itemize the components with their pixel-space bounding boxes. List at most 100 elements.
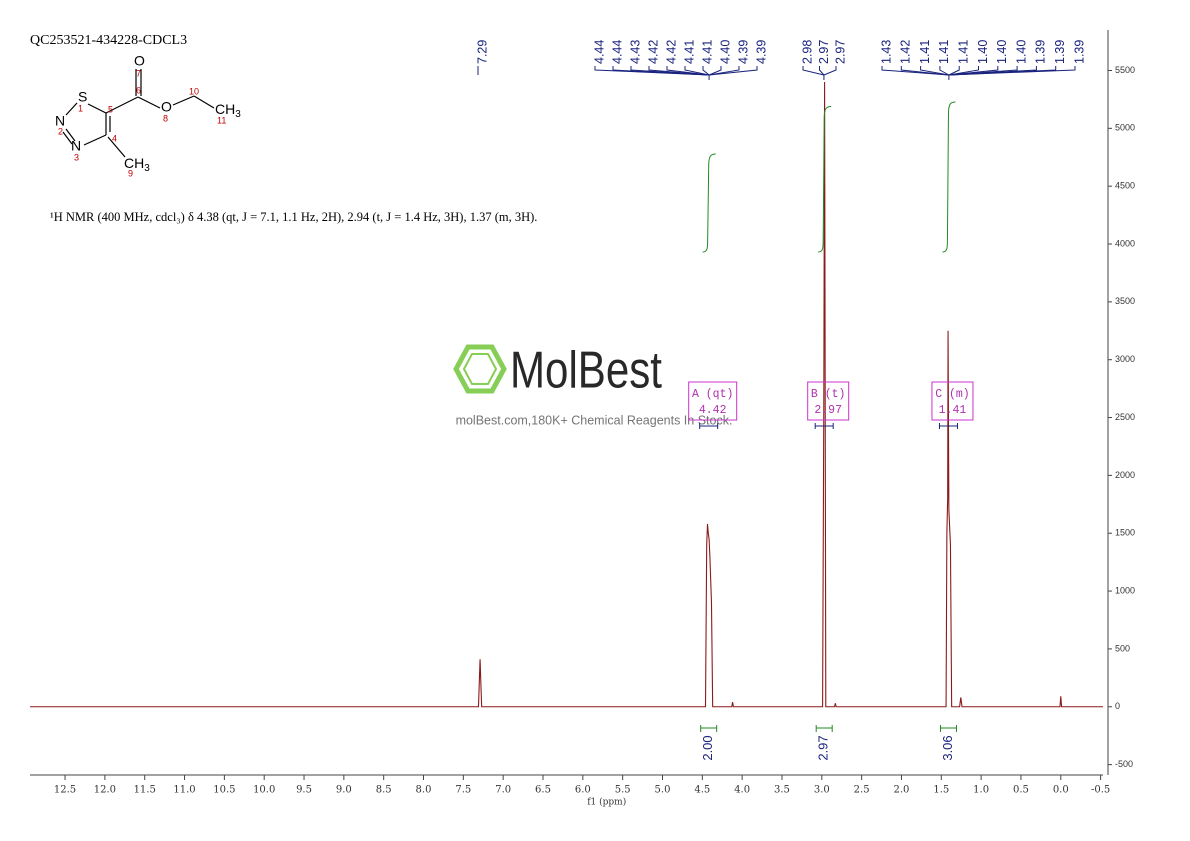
- atom-number: 3: [74, 152, 79, 162]
- x-tick-label: 9.0: [336, 785, 352, 796]
- logo: [462, 353, 498, 385]
- multiplet-box: [688, 381, 738, 421]
- y-tick-label: 2000: [1115, 470, 1135, 480]
- atom-subscript: 3: [144, 163, 150, 174]
- peak-label: 1.39: [1034, 40, 1048, 64]
- x-tick-label: 0.5: [1013, 785, 1029, 796]
- peak-label: 1.40: [995, 40, 1009, 64]
- bond: [105, 96, 139, 114]
- integral-label: 2.97: [816, 735, 831, 760]
- multiplet-range: [699, 423, 719, 429]
- x-tick-label: 10.5: [213, 785, 235, 796]
- peak-label: 1.40: [1014, 40, 1028, 64]
- y-tick-label: 500: [1115, 643, 1130, 653]
- peak-connector: [708, 66, 722, 76]
- peak-label: 1.41: [937, 40, 951, 64]
- x-tick-label: 4.0: [734, 785, 750, 796]
- integral-label: 2.00: [700, 735, 715, 760]
- y-tick-label: 4500: [1115, 181, 1135, 191]
- peak-label: 4.42: [646, 40, 660, 64]
- x-tick-label: 12.0: [94, 785, 116, 796]
- multiplet-shift: 1.41: [939, 404, 967, 417]
- atom-number: 9: [128, 168, 133, 178]
- x-tick-label: 6.0: [575, 785, 591, 796]
- y-tick-label: 4000: [1115, 238, 1135, 248]
- y-tick-label: 2500: [1115, 412, 1135, 422]
- atom-number: 5: [108, 104, 113, 114]
- atom-label: CH: [215, 101, 235, 117]
- atom: S: [78, 89, 87, 105]
- multiplet-name: C (m): [935, 388, 970, 401]
- peak-label: 4.42: [664, 40, 678, 64]
- peak-label: 1.39: [1053, 40, 1067, 64]
- peak-connector: [709, 66, 758, 76]
- bond: [107, 136, 126, 158]
- x-axis-label: f1 (ppm): [587, 797, 626, 808]
- sample-id: QC253521-434228-CDCL3: [30, 33, 187, 48]
- peak-label: 4.39: [736, 40, 750, 64]
- peak-label: 1.40: [976, 40, 990, 64]
- x-tick-label: -0.5: [1091, 785, 1110, 796]
- bond: [87, 103, 107, 114]
- peak-connector: [666, 66, 710, 76]
- peak-label: 4.39: [754, 40, 768, 64]
- atom-number: 11: [217, 115, 226, 125]
- peak-connector: [920, 66, 949, 76]
- peak-label: 4.41: [682, 40, 696, 64]
- x-tick-label: 5.0: [655, 785, 671, 796]
- nmr-description: ¹H NMR (400 MHz, cdcl₃) δ 4.38 (qt, J = …: [50, 210, 537, 224]
- multiplet-name: B (t): [811, 388, 846, 401]
- y-tick-label: 5000: [1115, 123, 1135, 133]
- y-tick-label: 1000: [1115, 585, 1135, 595]
- atom-subscript: 3: [235, 109, 241, 120]
- atom-number: 6: [136, 85, 141, 95]
- atom-number: 4: [112, 133, 117, 143]
- y-tick-label: 3000: [1115, 354, 1135, 364]
- x-tick-label: 10.0: [253, 785, 275, 796]
- peak-connector: [702, 66, 710, 76]
- tagline: molBest.com,180K+ Chemical Reagents In S…: [456, 413, 733, 427]
- atom: O: [161, 99, 172, 115]
- atom-number: 2: [58, 126, 63, 136]
- x-tick-label: 3.5: [774, 785, 790, 796]
- multiplet-name: A (qt): [692, 388, 733, 401]
- y-tick-label: 3500: [1115, 296, 1135, 306]
- y-tick-label: 1500: [1115, 528, 1135, 538]
- x-tick-label: 11.0: [173, 785, 195, 796]
- peak-label: 2.97: [833, 40, 847, 64]
- x-tick-label: 6.5: [535, 785, 551, 796]
- atom-number: 1: [78, 103, 83, 113]
- multiplet-shift: 2.97: [814, 404, 842, 417]
- atom-number: 8: [163, 113, 168, 123]
- peak-connector: [802, 66, 825, 76]
- multiplet-range: [814, 423, 834, 429]
- x-tick-label: 9.5: [296, 785, 312, 796]
- multiplet-shift: 4.42: [699, 404, 727, 417]
- integral-range: [700, 725, 718, 732]
- logo: [453, 344, 507, 394]
- y-tick-label: 0: [1115, 701, 1120, 711]
- integral-curve: [942, 101, 956, 253]
- peak-label: 4.44: [592, 40, 606, 64]
- x-tick-label: 11.5: [134, 785, 156, 796]
- bond: [62, 131, 73, 145]
- peak-label: 4.43: [628, 40, 642, 64]
- atom-number: 10: [189, 86, 199, 96]
- x-tick-label: 7.0: [495, 785, 511, 796]
- spectrum: [30, 82, 1103, 708]
- bond: [65, 102, 78, 116]
- x-tick-label: 4.5: [694, 785, 710, 796]
- x-tick-label: 7.5: [455, 785, 471, 796]
- peak-connector: [948, 66, 979, 76]
- peak-connector: [948, 66, 1076, 76]
- watermark: MolBest molBest.com,180K+ Chemical Reage…: [453, 342, 733, 427]
- atom: CH3: [215, 101, 241, 120]
- x-tick-label: 1.0: [973, 785, 989, 796]
- integral-range: [815, 725, 833, 732]
- x-tick-label: 2.5: [854, 785, 870, 796]
- peak-connector: [939, 66, 950, 76]
- peak-connector: [948, 66, 960, 76]
- peak-connector: [684, 66, 710, 76]
- atom: N: [55, 113, 65, 129]
